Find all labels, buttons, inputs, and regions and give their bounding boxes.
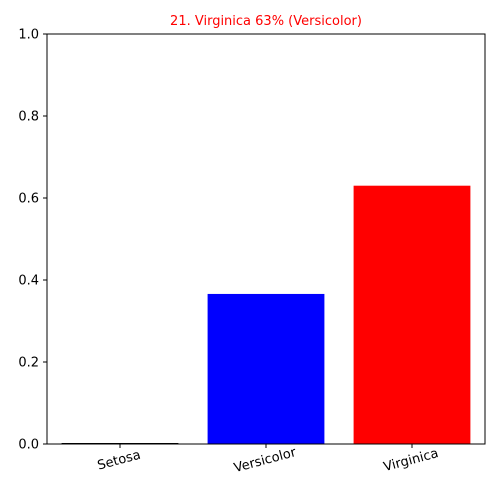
y-tick-label: 0.6 <box>18 192 39 207</box>
y-tick-label: 0.8 <box>18 110 39 125</box>
bars-layer <box>61 185 471 444</box>
y-tick-label: 0.2 <box>18 356 39 371</box>
chart-title: 21. Virginica 63% (Versicolor) <box>170 14 362 29</box>
bar-virginica <box>353 185 471 444</box>
y-tick-label: 0.4 <box>18 274 39 289</box>
plot-frame <box>46 33 486 445</box>
bar-versicolor <box>207 293 325 444</box>
y-tick-label: 1.0 <box>18 28 39 43</box>
y-tick-label: 0.0 <box>18 438 39 453</box>
